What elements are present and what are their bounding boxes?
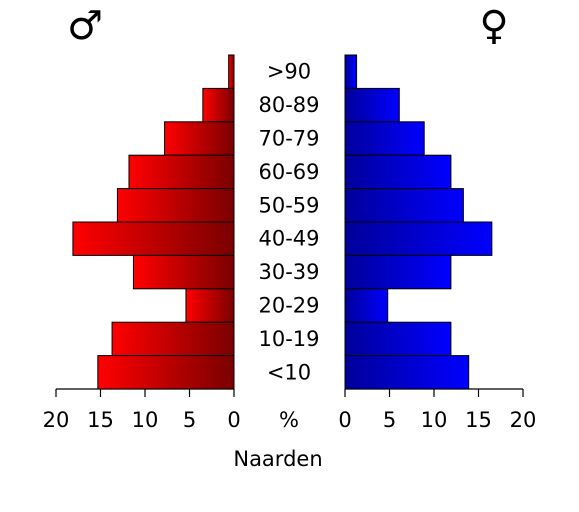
bar-female <box>344 288 389 323</box>
bar-female <box>344 87 400 123</box>
bar-male <box>202 87 235 123</box>
bar-female <box>344 221 493 256</box>
legend-female: ♀ <box>479 3 508 49</box>
x-tick-label: 10 <box>421 408 448 432</box>
bar-female <box>344 355 470 390</box>
x-tick-label: 0 <box>227 408 240 432</box>
bar-male <box>228 54 235 89</box>
bar-male <box>72 221 235 256</box>
x-tick-label: 0 <box>338 408 351 432</box>
category-label: 70-79 <box>258 127 319 151</box>
category-label: 10-19 <box>258 327 319 351</box>
unit-label: % <box>279 408 299 432</box>
bar-male <box>128 154 235 190</box>
category-label: 20-29 <box>258 294 319 318</box>
category-label: 50-59 <box>258 193 319 217</box>
bar-female <box>344 254 452 290</box>
bar-female <box>344 121 425 156</box>
x-tick-label: 5 <box>183 408 196 432</box>
bar-female <box>344 188 464 223</box>
category-label: <10 <box>267 360 311 384</box>
bar-male <box>97 355 235 390</box>
bar-male <box>185 288 235 323</box>
legend-male: ♂ <box>67 3 103 49</box>
bar-male <box>111 321 235 357</box>
x-tick-label: 20 <box>43 408 70 432</box>
bar-male <box>164 121 235 156</box>
bar-female <box>344 54 358 89</box>
category-label: 40-49 <box>258 227 319 251</box>
bar-male <box>132 254 235 290</box>
x-tick-label: 15 <box>465 408 492 432</box>
bar-female <box>344 321 452 357</box>
x-tick-label: 5 <box>383 408 396 432</box>
category-label: 60-69 <box>258 160 319 184</box>
x-tick-label: 20 <box>510 408 537 432</box>
bar-female <box>344 154 452 190</box>
x-tick-label: 15 <box>87 408 114 432</box>
bar-male <box>116 188 235 223</box>
category-label: >90 <box>267 60 311 84</box>
x-axis-title: Naarden <box>233 447 322 471</box>
x-tick-label: 10 <box>132 408 159 432</box>
category-label: 80-89 <box>258 93 319 117</box>
category-label: 30-39 <box>258 260 319 284</box>
